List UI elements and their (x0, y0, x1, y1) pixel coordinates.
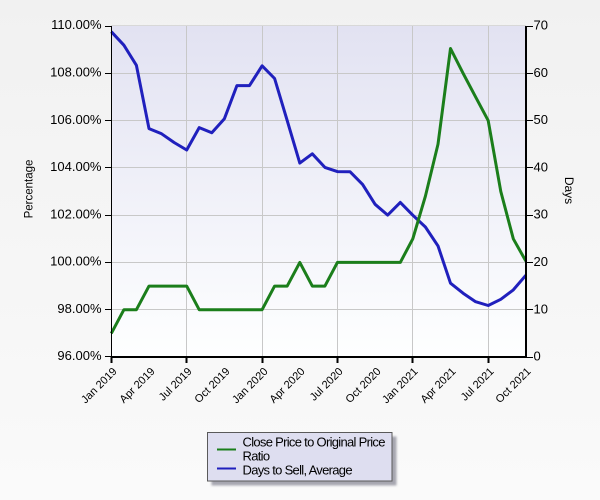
svg-text:50: 50 (534, 112, 548, 127)
svg-text:20: 20 (534, 254, 548, 269)
svg-text:70: 70 (534, 18, 548, 33)
svg-text:104.00%: 104.00% (50, 159, 102, 174)
svg-text:100.00%: 100.00% (50, 254, 102, 269)
svg-text:Days: Days (562, 177, 576, 204)
svg-text:Ratio: Ratio (243, 449, 270, 464)
svg-text:10: 10 (534, 301, 548, 316)
svg-text:108.00%: 108.00% (50, 65, 102, 80)
svg-text:Percentage: Percentage (24, 160, 36, 219)
svg-text:Days to Sell, Average: Days to Sell, Average (243, 463, 353, 478)
svg-text:98.00%: 98.00% (57, 301, 102, 316)
svg-text:Close Price to Original Price: Close Price to Original Price (243, 434, 386, 449)
svg-text:110.00%: 110.00% (51, 17, 102, 32)
svg-text:60: 60 (534, 65, 548, 80)
svg-text:102.00%: 102.00% (50, 206, 102, 221)
svg-text:0: 0 (534, 349, 541, 364)
svg-text:96.00%: 96.00% (57, 348, 102, 363)
svg-text:40: 40 (534, 160, 548, 175)
svg-text:30: 30 (534, 207, 548, 222)
svg-text:106.00%: 106.00% (50, 112, 102, 127)
